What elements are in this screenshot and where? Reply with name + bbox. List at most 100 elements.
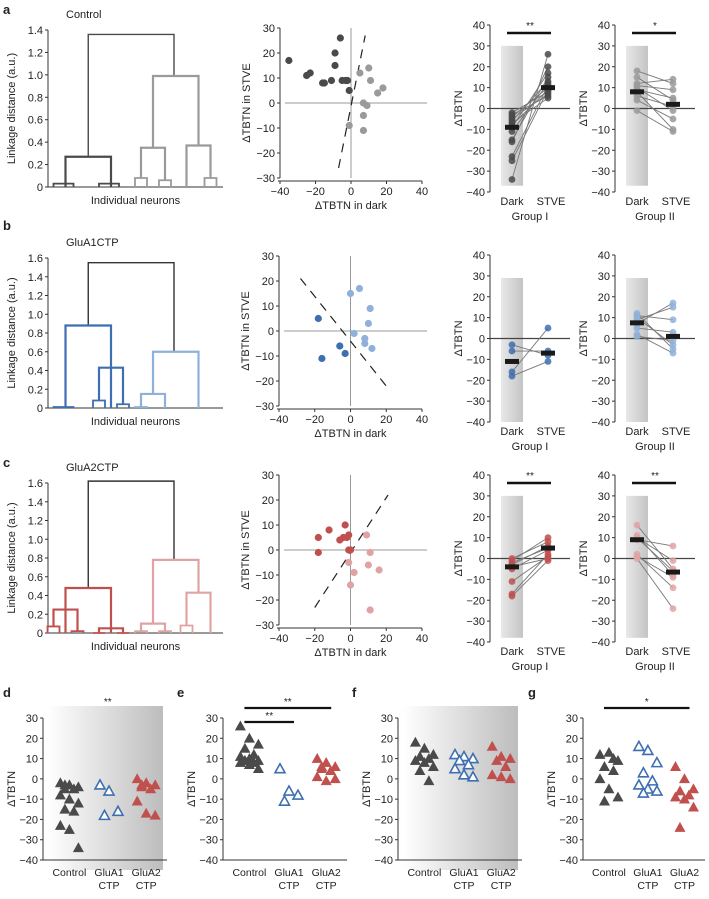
y-tick-label: 1.2 <box>28 47 43 59</box>
dark-point <box>633 73 641 81</box>
dark-shade <box>626 277 648 422</box>
stve-point <box>669 584 677 592</box>
y-tick-label: 40 <box>598 470 610 482</box>
dark-point <box>508 341 516 349</box>
triangle-point <box>72 842 84 853</box>
x-category-label: GluA1 <box>633 867 662 879</box>
y-tick-label: 30 <box>473 271 485 283</box>
panel-label-b: b <box>3 218 11 233</box>
y-tick-label: −10 <box>591 354 610 366</box>
triangle-point <box>637 766 650 778</box>
scatter-point <box>341 521 349 529</box>
stve-point <box>544 50 552 58</box>
significance-label: ** <box>104 697 112 708</box>
dendrogram-title: GluA2CTP <box>66 462 119 474</box>
x-category-label: STVE <box>537 196 566 208</box>
y-tick-label: 10 <box>206 754 218 766</box>
group-label: Group I <box>512 211 549 223</box>
pair-line <box>636 537 674 572</box>
y-tick-label: 30 <box>473 41 485 53</box>
scatter-point <box>368 344 376 353</box>
scatter-point <box>345 558 353 567</box>
chart-a-scatter: −30 −20 −10 0 10 20 30 −40 −20 0 20 40 ΔTBTN in dark… <box>241 23 428 212</box>
y-tick-label: 0 <box>479 334 485 346</box>
mean-bar-dark <box>630 320 644 326</box>
y-tick-label: 1.6 <box>28 253 43 265</box>
y-tick-label: 0 <box>572 774 578 786</box>
pair-line <box>511 361 549 377</box>
mean-bar-stve <box>666 333 680 339</box>
pair-line <box>511 541 549 559</box>
mean-bar-dark <box>630 89 644 95</box>
pair-line <box>511 83 549 132</box>
dendrogram-link <box>87 33 175 157</box>
y-tick-label: −10 <box>255 351 274 363</box>
y-tick-label: 0 <box>268 326 274 338</box>
y-tick-label: 0.6 <box>28 115 43 127</box>
dendrogram-link <box>158 630 172 633</box>
dendrogram-link <box>87 480 175 588</box>
triangle-point <box>329 761 341 771</box>
dark-point <box>508 157 516 165</box>
triangle-point <box>239 754 251 765</box>
triangle-point <box>149 779 161 790</box>
y-tick-label: −20 <box>255 595 274 607</box>
x-tick-label: 20 <box>380 414 392 426</box>
mean-bar-stve <box>541 350 555 356</box>
significance-label: ** <box>526 21 534 32</box>
y-tick-label: 0.2 <box>28 609 43 621</box>
y-tick-label: 20 <box>381 733 393 745</box>
y-tick-label: 1.4 <box>28 272 43 284</box>
stve-point <box>669 557 677 564</box>
y-tick-label: 40 <box>473 20 485 32</box>
y-tick-label: 0 <box>604 554 610 566</box>
x-tick-label: −40 <box>271 186 290 198</box>
y-tick-label: −30 <box>199 835 218 847</box>
y-tick-label: −30 <box>559 835 578 847</box>
stve-point <box>544 358 552 365</box>
x-category-label: CTP <box>99 880 120 892</box>
triangle-point <box>495 771 507 782</box>
pair-line <box>511 97 549 124</box>
x-tick-label: 40 <box>416 414 428 426</box>
chart-c-paired: −40 −30 −20 −10 0 10 20 30 40 ** Dark STVE Group II Δ… <box>578 470 695 673</box>
dark-point <box>508 347 516 355</box>
x-category-label: Dark <box>625 426 649 438</box>
dark-point <box>633 96 641 104</box>
triangle-point <box>418 757 430 767</box>
chart-c-dendrogram: 0 0.2 0.4 0.6 0.8 1.0 1.2 1.4 1.6 GluA2CTP Linkage… <box>6 462 223 653</box>
x-category-label: CTP <box>316 880 337 892</box>
x-category-label: Control <box>592 867 626 879</box>
stve-point <box>669 605 677 612</box>
group-label: Group II <box>635 661 675 673</box>
x-category-label: Dark <box>500 196 524 208</box>
y-tick-label: 1.6 <box>28 478 43 490</box>
y-tick-label: 0 <box>604 334 610 346</box>
chart-a-dendrogram: 0 0.2 0.4 0.6 0.8 1.0 1.2 1.4 Control Linkage dis… <box>6 9 223 207</box>
y-tick-label: 30 <box>262 251 274 263</box>
dendrogram-link <box>203 177 218 187</box>
x-category-label: Dark <box>625 646 649 658</box>
y-tick-label: 30 <box>26 713 38 725</box>
x-category-label: Control <box>232 867 266 879</box>
triangle-point <box>448 762 462 774</box>
triangle-point <box>650 784 664 796</box>
y-tick-label: −30 <box>591 166 610 178</box>
y-tick-label: 10 <box>473 313 485 325</box>
dark-point <box>633 333 641 340</box>
x-axis-label: Individual neurons <box>91 416 181 428</box>
chart-c-paired: −40 −30 −20 −10 0 10 20 30 40 ** Dark STVE Group I ΔT… <box>453 470 570 673</box>
pair-line <box>636 78 674 84</box>
scatter-point <box>345 531 353 539</box>
pair-line <box>636 524 674 570</box>
y-tick-label: −10 <box>256 123 275 135</box>
y-tick-label: −20 <box>591 375 610 387</box>
y-tick-label: 0 <box>269 98 275 110</box>
dendrogram-link <box>139 146 167 181</box>
x-tick-label: 0 <box>348 186 354 198</box>
y-tick-label: 30 <box>598 271 610 283</box>
x-tick-label: −20 <box>305 414 324 426</box>
x-category-label: GluA2 <box>670 867 699 879</box>
